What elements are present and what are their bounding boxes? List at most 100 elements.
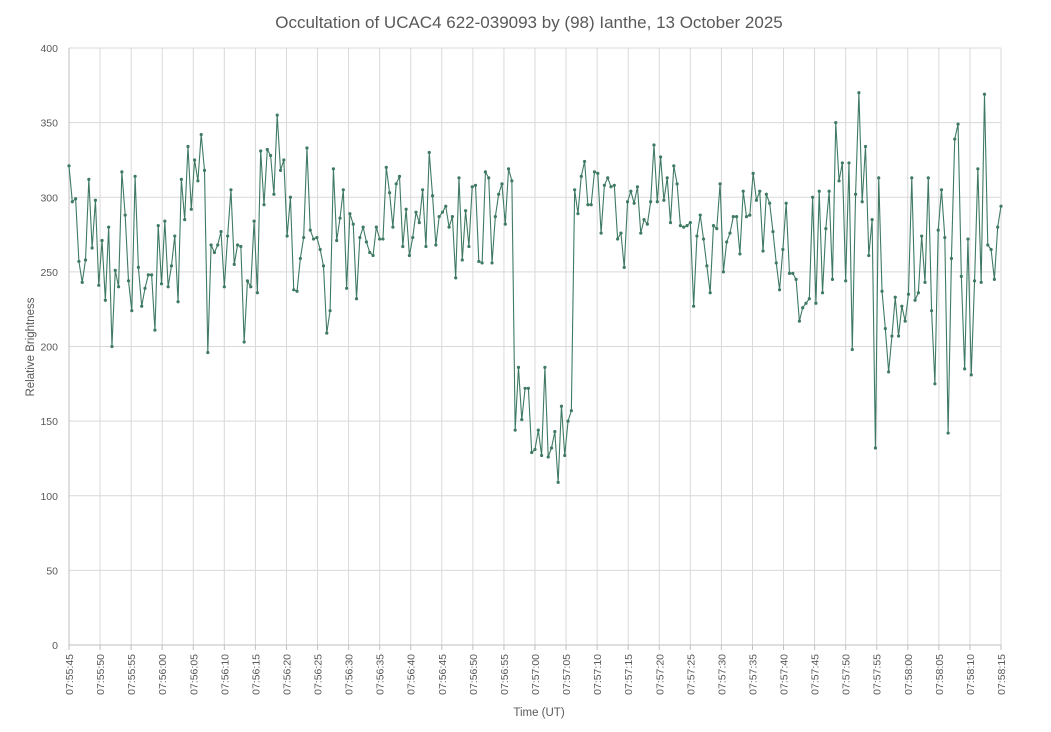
data-point bbox=[516, 365, 521, 369]
data-point bbox=[321, 264, 326, 268]
data-point bbox=[986, 243, 990, 247]
data-point bbox=[226, 234, 230, 238]
data-point bbox=[606, 176, 610, 180]
data-point bbox=[586, 203, 590, 207]
data-point bbox=[639, 231, 643, 235]
y-tick-label: 0 bbox=[52, 640, 58, 652]
data-point bbox=[662, 198, 666, 202]
data-point bbox=[292, 288, 296, 292]
x-tick-label: 07:57:30 bbox=[716, 654, 728, 695]
data-point bbox=[619, 231, 623, 235]
data-point bbox=[764, 192, 768, 196]
data-point bbox=[847, 161, 851, 165]
data-point bbox=[523, 386, 527, 390]
data-point bbox=[708, 291, 712, 295]
gridlines bbox=[68, 47, 1002, 645]
data-point bbox=[913, 298, 917, 302]
data-point bbox=[933, 382, 937, 386]
data-point bbox=[939, 188, 944, 192]
data-point bbox=[579, 174, 583, 178]
data-point bbox=[487, 176, 491, 180]
x-tick-label: 07:57:45 bbox=[810, 654, 822, 695]
data-point bbox=[546, 455, 550, 459]
data-point bbox=[682, 225, 686, 229]
data-point bbox=[176, 300, 180, 304]
data-point bbox=[454, 276, 458, 280]
data-point bbox=[748, 213, 752, 217]
data-point bbox=[404, 207, 408, 211]
data-point bbox=[315, 235, 319, 240]
data-point bbox=[811, 195, 815, 199]
data-point bbox=[751, 171, 755, 175]
data-point bbox=[761, 249, 765, 253]
data-point bbox=[374, 225, 378, 229]
data-point bbox=[807, 297, 811, 301]
data-point bbox=[470, 185, 474, 189]
data-point bbox=[503, 222, 507, 226]
data-point bbox=[728, 231, 732, 235]
data-point bbox=[464, 209, 468, 213]
data-point bbox=[582, 159, 587, 164]
data-point bbox=[113, 268, 117, 272]
data-point bbox=[368, 250, 372, 255]
data-point bbox=[80, 280, 84, 284]
data-point bbox=[801, 306, 805, 310]
data-point bbox=[655, 200, 659, 204]
x-tick-label: 07:57:35 bbox=[747, 654, 759, 695]
x-tick-label: 07:57:05 bbox=[561, 654, 573, 695]
x-tick-label: 07:56:35 bbox=[375, 654, 387, 695]
x-tick-label: 07:56:30 bbox=[344, 654, 356, 695]
data-point bbox=[460, 258, 464, 262]
data-point bbox=[163, 219, 167, 223]
data-point bbox=[744, 215, 749, 219]
x-tick-label: 07:57:50 bbox=[841, 654, 853, 695]
data-point bbox=[791, 271, 795, 275]
data-point bbox=[698, 213, 702, 217]
data-point bbox=[169, 264, 174, 268]
data-point bbox=[982, 92, 987, 96]
data-point bbox=[192, 158, 197, 162]
data-point bbox=[946, 431, 950, 435]
data-point bbox=[70, 200, 74, 204]
data-point bbox=[893, 295, 897, 299]
data-point bbox=[179, 177, 183, 181]
data-point bbox=[447, 225, 451, 229]
data-point bbox=[949, 256, 954, 261]
x-tick-label: 07:56:15 bbox=[250, 654, 262, 695]
data-point bbox=[936, 228, 940, 232]
data-point bbox=[652, 143, 656, 147]
data-point bbox=[553, 429, 557, 434]
data-point bbox=[930, 309, 934, 313]
data-point bbox=[397, 174, 402, 178]
data-point bbox=[302, 235, 306, 240]
data-point bbox=[787, 271, 792, 275]
data-point bbox=[602, 183, 607, 187]
data-point bbox=[298, 256, 302, 261]
data-point bbox=[93, 198, 98, 202]
data-point bbox=[625, 200, 630, 204]
data-point bbox=[804, 301, 808, 305]
data-point bbox=[645, 222, 649, 226]
data-point bbox=[216, 243, 220, 247]
y-axis-title: Relative Brightness bbox=[25, 297, 37, 396]
data-point bbox=[596, 171, 600, 175]
data-point bbox=[295, 289, 299, 293]
data-point bbox=[183, 218, 187, 222]
data-point bbox=[622, 265, 626, 269]
data-point bbox=[867, 253, 871, 258]
data-point bbox=[573, 188, 577, 192]
data-point bbox=[90, 246, 94, 250]
data-point bbox=[206, 350, 210, 355]
data-point bbox=[877, 176, 881, 180]
data-point bbox=[887, 370, 891, 374]
data-point bbox=[381, 237, 385, 241]
data-point bbox=[146, 273, 150, 277]
data-point bbox=[285, 234, 289, 238]
x-tick-label: 07:57:55 bbox=[872, 654, 884, 695]
data-point bbox=[711, 224, 716, 228]
data-point bbox=[378, 237, 382, 241]
data-point bbox=[830, 277, 835, 281]
data-point bbox=[735, 215, 739, 219]
